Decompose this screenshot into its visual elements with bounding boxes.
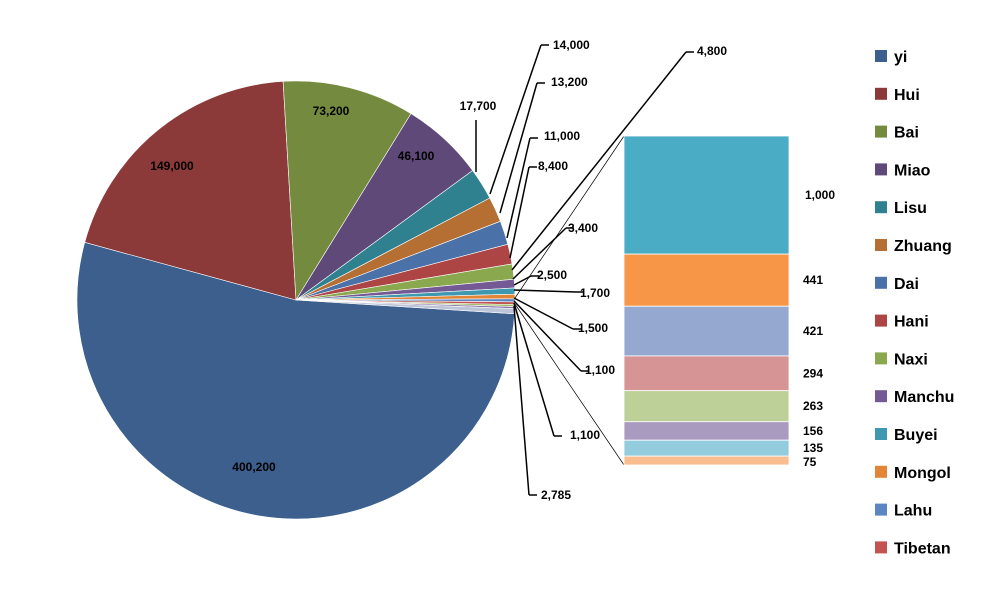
data-label-yi: 400,200 — [232, 460, 276, 474]
leader-line-tibetan — [513, 297, 574, 330]
bar-segment-1 — [623, 253, 790, 307]
legend-swatch-lisu — [875, 201, 887, 214]
leader-line-zhuang — [489, 44, 542, 195]
legend-swatch-mongol — [875, 465, 887, 478]
legend-label-bai: Bai — [894, 125, 919, 142]
data-label-manchu: 4,800 — [697, 44, 727, 58]
bar-segment-label-4: 263 — [803, 399, 823, 413]
legend-swatch-naxi — [875, 352, 887, 365]
data-label-miao: 46,100 — [398, 149, 435, 163]
legend-label-miao: Miao — [894, 162, 931, 179]
data-label-lisu: 17,700 — [460, 99, 497, 113]
data-label-other-14: 1,100 — [585, 363, 615, 377]
pie-slice-hui — [84, 81, 297, 301]
leader-line-dai — [499, 82, 538, 214]
data-label-zhuang: 14,000 — [553, 38, 590, 52]
bar-segment-label-3: 294 — [803, 366, 823, 380]
leader-line-mongol — [513, 275, 532, 286]
leader-line-lahu — [513, 289, 577, 293]
bar-segment-0 — [623, 135, 790, 255]
leader-line-buyei — [512, 227, 567, 280]
legend-swatch-zhuang — [875, 239, 887, 251]
bar-segment-4 — [623, 390, 790, 423]
legend-label-dai: Dai — [894, 276, 919, 293]
legend-label-lahu: Lahu — [894, 503, 932, 520]
leader-line-manchu — [511, 51, 687, 271]
pie-slice-bai — [282, 80, 412, 301]
data-label-buyei: 3,400 — [568, 221, 598, 235]
pie-slices — [76, 80, 516, 520]
legend-label-manchu: Manchu — [894, 389, 954, 406]
pie-to-bar-connectors — [514, 135, 625, 466]
legend-swatch-tibetan — [875, 541, 887, 554]
legend-swatch-bai — [875, 125, 887, 138]
secondary-bar — [623, 135, 790, 466]
data-label-lahu: 1,700 — [580, 286, 610, 300]
leader-line-other-16 — [513, 305, 530, 496]
data-label-dai: 13,200 — [551, 75, 588, 89]
bar-segment-label-7: 75 — [803, 455, 817, 469]
bar-segment-2 — [623, 305, 790, 357]
leader-line-other-14 — [513, 300, 582, 372]
legend-swatch-yi — [875, 50, 887, 62]
leader-lines — [475, 44, 694, 496]
legend-swatch-dai — [875, 276, 887, 289]
leader-line-naxi — [509, 166, 530, 259]
legend-label-zhuang: Zhuang — [894, 238, 952, 255]
bar-segment-label-1: 441 — [803, 273, 823, 287]
bar-segment-7 — [623, 455, 790, 466]
connector-bottom — [514, 303, 625, 466]
data-label-other-16: 2,785 — [541, 488, 571, 502]
legend-swatch-hani — [875, 314, 887, 327]
legend-swatch-manchu — [875, 390, 887, 403]
legend-swatch-hui — [875, 87, 887, 100]
data-label-mongol: 2,500 — [537, 268, 567, 282]
data-label-bai: 73,200 — [313, 104, 350, 118]
legend-swatch-buyei — [875, 428, 887, 440]
bar-segment-label-6: 135 — [803, 441, 823, 455]
legend-label-hui: Hui — [894, 87, 920, 104]
legend-label-naxi: Naxi — [894, 351, 928, 368]
pie-slice-yi — [76, 241, 515, 520]
data-label-hui: 149,000 — [150, 159, 194, 173]
bar-segment-6 — [623, 439, 790, 457]
bar-segment-5 — [623, 421, 790, 441]
legend-label-lisu: Lisu — [894, 200, 927, 217]
data-label-hani: 11,000 — [544, 129, 580, 143]
bar-segment-label-5: 156 — [803, 424, 823, 438]
bar-segment-3 — [623, 355, 790, 392]
connector-top — [514, 135, 625, 299]
legend-swatch-lahu — [875, 503, 887, 516]
legend-label-tibetan: Tibetan — [894, 540, 951, 557]
legend-label-hani: Hani — [894, 314, 929, 331]
data-label-naxi: 8,400 — [538, 159, 568, 173]
leader-line-hani — [506, 137, 531, 239]
bar-segment-label-2: 421 — [803, 324, 823, 338]
data-labels: 400,200 149,000 73,200 46,100 17,700 14,000 13… — [150, 38, 835, 502]
legend-label-buyei: Buyei — [894, 427, 938, 444]
legend-swatch-miao — [875, 163, 887, 176]
legend-label-mongol: Mongol — [894, 465, 951, 482]
bar-segment-label-0: 1,000 — [805, 188, 835, 202]
data-label-other-15: 1,100 — [570, 428, 600, 442]
legend: yi Hui Bai Miao Lisu Zhuang Dai Hani Naxi Manchu B… — [875, 49, 954, 557]
data-label-tibetan: 1,500 — [578, 321, 608, 335]
leader-line-other-15 — [513, 302, 555, 437]
legend-label-yi: yi — [894, 49, 907, 66]
